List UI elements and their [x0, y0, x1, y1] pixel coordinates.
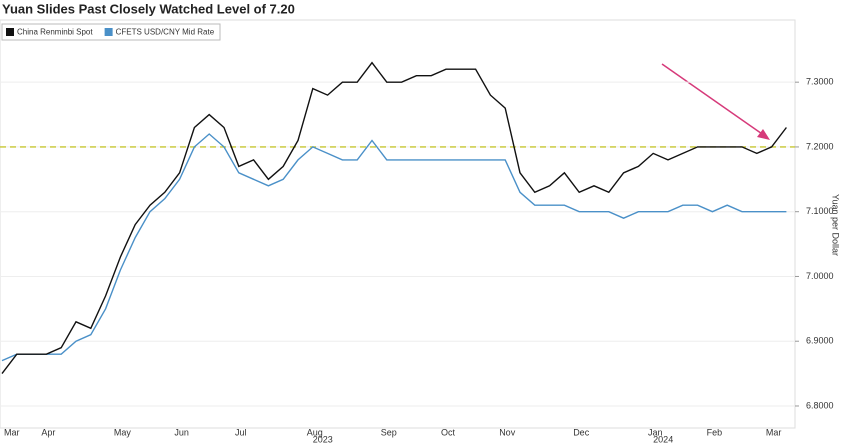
annotation-arrowhead: [757, 129, 770, 140]
legend-swatch: [6, 28, 14, 36]
legend-swatch: [104, 28, 113, 36]
y-tick-label: 6.9000: [806, 336, 834, 346]
x-tick-label: Nov: [499, 427, 516, 437]
x-tick-label: Jun: [174, 427, 189, 437]
y-tick-label: 7.1000: [806, 206, 834, 216]
x-tick-label: Jan: [648, 427, 663, 437]
legend-label: CFETS USD/CNY Mid Rate: [116, 28, 215, 37]
chart-title: Yuan Slides Past Closely Watched Level o…: [2, 1, 295, 16]
plot-frame: [0, 19, 796, 429]
annotation-arrow: [661, 63, 766, 137]
y-tick-label: 6.8000: [806, 400, 834, 410]
y-tick-label: 7.0000: [806, 271, 834, 281]
y-tick-label: 7.3000: [806, 77, 834, 87]
x-tick-label: May: [114, 427, 132, 437]
y-tick-label: 7.2000: [806, 141, 834, 151]
legend-label: China Renminbi Spot: [17, 28, 93, 37]
x-tick-label: Dec: [573, 427, 590, 437]
x-tick-label: Sep: [381, 427, 397, 437]
x-tick-label: Mar: [4, 427, 20, 437]
series-line: [1, 133, 787, 362]
x-tick-label: Oct: [441, 427, 456, 437]
x-tick-label: Mar: [766, 427, 782, 437]
series-line: [1, 61, 787, 375]
y-axis-label: Yuan per Dollar: [831, 194, 841, 256]
year-label: 2024: [653, 434, 673, 444]
x-tick-label: Apr: [41, 427, 55, 437]
year-label: 2023: [313, 434, 333, 444]
x-tick-label: Feb: [707, 427, 723, 437]
x-tick-label: Aug: [307, 427, 323, 437]
x-tick-label: Jul: [235, 427, 247, 437]
